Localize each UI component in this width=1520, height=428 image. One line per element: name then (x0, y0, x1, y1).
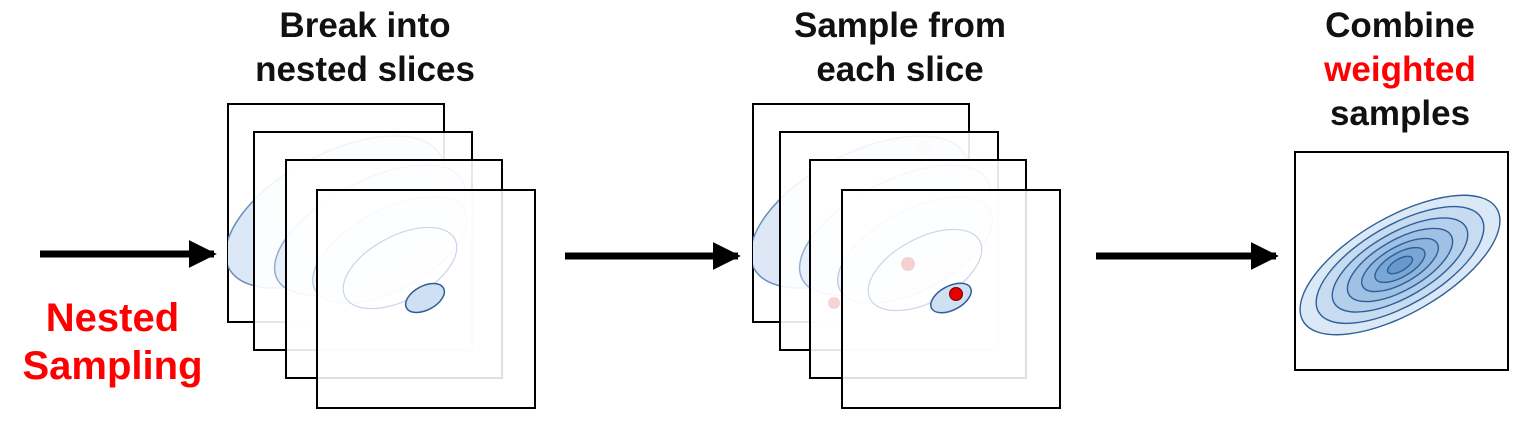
step3-title-line3: samples (1329, 93, 1471, 133)
slice-stack-1 (227, 103, 536, 409)
slice-contour (404, 282, 446, 314)
step2-title-line2: each slice (816, 49, 984, 89)
step3-title-line2: weighted (1324, 49, 1476, 89)
posterior-contours (1299, 194, 1501, 336)
step1-title-line2: nested slices (255, 49, 475, 89)
slice-1-4 (316, 189, 536, 409)
slice-stack-2 (752, 103, 1061, 409)
nested-sampling-label-line1: Nested (45, 296, 180, 340)
slice-2-4 (841, 189, 1061, 409)
sample-point (901, 257, 915, 271)
step3-title: Combine weighted samples (1300, 4, 1500, 135)
sample-point (949, 287, 963, 301)
step2-title-line1: Sample from (794, 6, 1006, 45)
nested-sampling-label: Nested Sampling (0, 294, 225, 390)
step1-title: Break into nested slices (240, 4, 490, 92)
sample-point (828, 297, 840, 309)
step2-title: Sample from each slice (750, 4, 1050, 92)
step3-title-line1: Combine (1325, 6, 1475, 45)
combined-posterior-panel (1294, 151, 1509, 371)
step1-title-line1: Break into (279, 6, 451, 45)
nested-sampling-label-line2: Sampling (22, 344, 203, 388)
